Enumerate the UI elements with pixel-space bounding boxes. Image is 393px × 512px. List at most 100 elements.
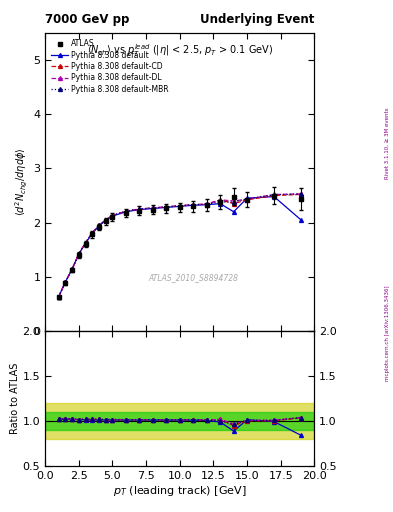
Pythia 8.308 default (110, 213, 115, 219)
Pythia 8.308 default-DL (70, 266, 75, 272)
Pythia 8.308 default-CD (83, 240, 88, 246)
Pythia 8.308 default-CD (90, 230, 95, 236)
Pythia 8.308 default-DL (272, 191, 276, 198)
Pythia 8.308 default-CD (77, 251, 81, 257)
Pythia 8.308 default-MBR (83, 240, 88, 246)
Pythia 8.308 default-CD (56, 293, 61, 300)
Pythia 8.308 default (299, 217, 303, 223)
Pythia 8.308 default-DL (231, 198, 236, 204)
Pythia 8.308 default-MBR (231, 199, 236, 205)
Line: Pythia 8.308 default: Pythia 8.308 default (57, 195, 303, 298)
Pythia 8.308 default-MBR (299, 191, 303, 197)
Pythia 8.308 default-DL (178, 203, 182, 209)
Pythia 8.308 default (56, 293, 61, 300)
Pythia 8.308 default (245, 195, 250, 201)
Pythia 8.308 default (70, 266, 75, 272)
Pythia 8.308 default-CD (97, 222, 101, 228)
Pythia 8.308 default-MBR (137, 206, 142, 212)
Pythia 8.308 default (137, 206, 142, 212)
Pythia 8.308 default (90, 230, 95, 237)
Pythia 8.308 default-CD (272, 193, 276, 199)
Pythia 8.308 default-MBR (191, 202, 196, 208)
Pythia 8.308 default-CD (178, 203, 182, 209)
Pythia 8.308 default-MBR (204, 201, 209, 207)
Pythia 8.308 default-CD (204, 201, 209, 207)
Text: mcplots.cern.ch [arXiv:1306.3436]: mcplots.cern.ch [arXiv:1306.3436] (385, 285, 389, 380)
Pythia 8.308 default-CD (231, 201, 236, 207)
Pythia 8.308 default (63, 279, 68, 285)
Pythia 8.308 default-DL (110, 212, 115, 219)
Pythia 8.308 default-CD (299, 191, 303, 198)
Pythia 8.308 default (218, 201, 222, 207)
Pythia 8.308 default-MBR (151, 205, 155, 211)
Pythia 8.308 default-CD (137, 206, 142, 212)
Pythia 8.308 default-CD (124, 208, 129, 215)
Pythia 8.308 default (124, 209, 129, 215)
Pythia 8.308 default-CD (164, 204, 169, 210)
Text: Rivet 3.1.10, ≥ 3M events: Rivet 3.1.10, ≥ 3M events (385, 108, 389, 179)
Pythia 8.308 default-MBR (110, 212, 115, 219)
Bar (45, 412, 314, 430)
Pythia 8.308 default-DL (103, 217, 108, 223)
Pythia 8.308 default-DL (124, 208, 129, 215)
Pythia 8.308 default (191, 202, 196, 208)
Pythia 8.308 default (103, 217, 108, 223)
Line: Pythia 8.308 default-DL: Pythia 8.308 default-DL (57, 192, 303, 298)
Y-axis label: Ratio to ATLAS: Ratio to ATLAS (10, 362, 20, 434)
Pythia 8.308 default-MBR (272, 192, 276, 198)
Pythia 8.308 default-CD (103, 217, 108, 223)
Pythia 8.308 default-CD (218, 197, 222, 203)
Pythia 8.308 default-MBR (90, 230, 95, 236)
Pythia 8.308 default-DL (137, 206, 142, 212)
Pythia 8.308 default-MBR (56, 293, 61, 300)
Pythia 8.308 default-DL (204, 201, 209, 207)
Pythia 8.308 default (231, 209, 236, 215)
Pythia 8.308 default (97, 223, 101, 229)
Pythia 8.308 default (83, 240, 88, 246)
Pythia 8.308 default-MBR (178, 203, 182, 209)
Pythia 8.308 default-DL (245, 196, 250, 202)
Pythia 8.308 default-DL (77, 251, 81, 257)
Pythia 8.308 default-MBR (63, 279, 68, 285)
Y-axis label: $\langle d^2 N_{chg}/d\eta d\phi \rangle$: $\langle d^2 N_{chg}/d\eta d\phi \rangle… (14, 147, 30, 216)
Legend: ATLAS, Pythia 8.308 default, Pythia 8.308 default-CD, Pythia 8.308 default-DL, P: ATLAS, Pythia 8.308 default, Pythia 8.30… (49, 37, 171, 96)
Pythia 8.308 default-MBR (97, 222, 101, 228)
Pythia 8.308 default-MBR (77, 251, 81, 257)
Pythia 8.308 default-MBR (218, 199, 222, 205)
Pythia 8.308 default-MBR (124, 208, 129, 215)
Bar (45, 403, 314, 439)
Pythia 8.308 default-DL (191, 202, 196, 208)
Pythia 8.308 default-CD (151, 205, 155, 211)
Pythia 8.308 default (272, 194, 276, 200)
Text: $\langle N_{ch}\rangle$ vs $p_T^{lead}$ ($|\eta|$ < 2.5, $p_T$ > 0.1 GeV): $\langle N_{ch}\rangle$ vs $p_T^{lead}$ … (86, 42, 273, 59)
Pythia 8.308 default (164, 204, 169, 210)
Text: 7000 GeV pp: 7000 GeV pp (45, 13, 130, 26)
Pythia 8.308 default (77, 251, 81, 257)
Pythia 8.308 default-MBR (164, 204, 169, 210)
X-axis label: $p_T$ (leading track) [GeV]: $p_T$ (leading track) [GeV] (113, 483, 247, 498)
Pythia 8.308 default-DL (299, 191, 303, 197)
Pythia 8.308 default-CD (191, 202, 196, 208)
Pythia 8.308 default-DL (63, 279, 68, 285)
Pythia 8.308 default (178, 203, 182, 209)
Pythia 8.308 default-CD (70, 266, 75, 272)
Pythia 8.308 default-MBR (245, 196, 250, 202)
Pythia 8.308 default (151, 205, 155, 211)
Pythia 8.308 default-DL (90, 230, 95, 236)
Pythia 8.308 default-MBR (70, 266, 75, 272)
Pythia 8.308 default-DL (164, 204, 169, 210)
Line: Pythia 8.308 default-CD: Pythia 8.308 default-CD (57, 193, 303, 298)
Pythia 8.308 default-CD (245, 197, 250, 203)
Pythia 8.308 default-DL (56, 293, 61, 300)
Text: ATLAS_2010_S8894728: ATLAS_2010_S8894728 (148, 273, 238, 282)
Pythia 8.308 default-DL (151, 205, 155, 211)
Pythia 8.308 default-CD (110, 212, 115, 219)
Pythia 8.308 default-MBR (103, 217, 108, 223)
Line: Pythia 8.308 default-MBR: Pythia 8.308 default-MBR (57, 192, 303, 298)
Pythia 8.308 default-CD (63, 279, 68, 285)
Pythia 8.308 default-DL (218, 197, 222, 203)
Text: Underlying Event: Underlying Event (200, 13, 314, 26)
Pythia 8.308 default (204, 202, 209, 208)
Pythia 8.308 default-DL (97, 222, 101, 228)
Pythia 8.308 default-DL (83, 240, 88, 246)
